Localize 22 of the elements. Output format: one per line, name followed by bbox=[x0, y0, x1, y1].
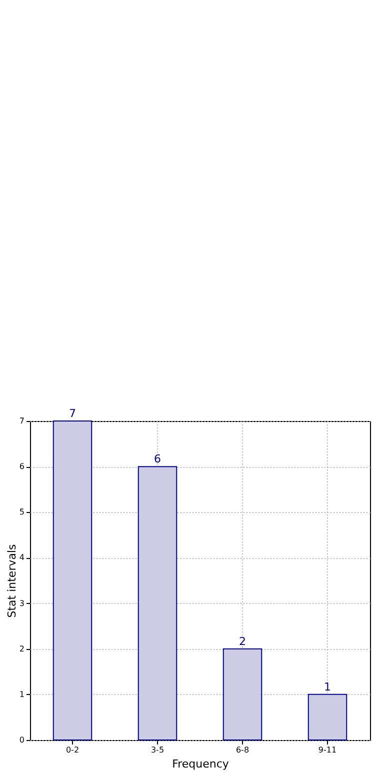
y-tick-label: 4 bbox=[19, 553, 24, 562]
y-tick-label: 1 bbox=[19, 690, 24, 699]
y-tick-label: 6 bbox=[19, 462, 24, 472]
x-tick-label: 3-5 bbox=[150, 746, 164, 754]
y-tick-label: 5 bbox=[19, 508, 24, 517]
y-tick-label: 7 bbox=[19, 416, 24, 426]
data-label: 1 bbox=[324, 680, 331, 694]
y-tick-label: 3 bbox=[19, 598, 24, 608]
bar bbox=[222, 648, 262, 740]
y-axis-title: Stat intervals bbox=[5, 544, 18, 618]
y-tick-label: 0 bbox=[19, 736, 24, 744]
data-label: 2 bbox=[239, 634, 246, 648]
data-label: 7 bbox=[69, 407, 76, 420]
x-tick-label: 6-8 bbox=[236, 746, 250, 754]
bar bbox=[52, 420, 92, 740]
x-tick-label: 0-2 bbox=[66, 746, 80, 754]
bar bbox=[308, 694, 348, 740]
data-label: 6 bbox=[154, 452, 161, 466]
x-axis-title: Frequency bbox=[172, 758, 230, 770]
bar bbox=[138, 466, 178, 740]
x-tick-label: 9-11 bbox=[318, 746, 337, 754]
y-tick-label: 2 bbox=[19, 644, 24, 654]
